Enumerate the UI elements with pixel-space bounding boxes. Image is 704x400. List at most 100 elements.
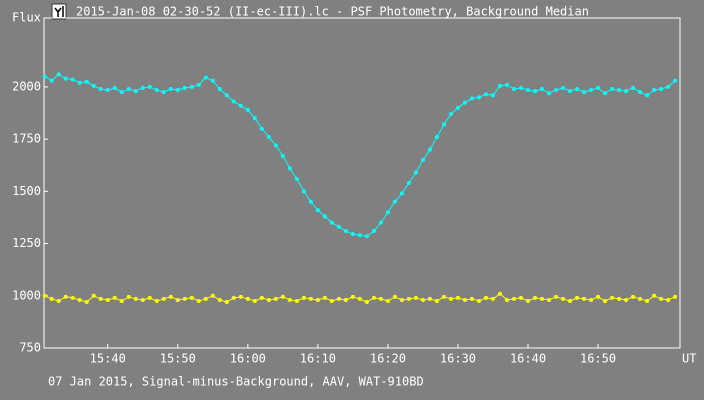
data-point [582, 296, 587, 301]
y-axis-label: Flux [12, 11, 41, 25]
data-point [455, 105, 460, 110]
data-point [406, 181, 411, 185]
data-point [210, 78, 215, 83]
data-point [526, 88, 531, 93]
data-point [511, 296, 516, 301]
data-point [631, 85, 636, 90]
data-point [343, 297, 348, 302]
data-point [112, 295, 117, 300]
data-point [504, 297, 509, 302]
data-point [154, 299, 159, 304]
data-point [98, 87, 103, 92]
footer-text: 07 Jan 2015, Signal-minus-Background, AA… [48, 375, 424, 389]
data-point [589, 88, 594, 93]
data-point [49, 78, 54, 83]
data-point [203, 75, 208, 80]
data-point [652, 293, 657, 298]
data-point [575, 87, 580, 92]
data-point [315, 208, 320, 213]
data-point [77, 80, 82, 85]
data-point [189, 295, 194, 300]
data-point [519, 85, 523, 90]
data-point [42, 74, 47, 79]
data-point [70, 295, 75, 300]
data-point [483, 92, 488, 97]
data-point [196, 299, 201, 304]
data-point [259, 295, 264, 300]
data-point [196, 82, 201, 87]
data-point [427, 296, 432, 301]
data-point [217, 297, 222, 302]
data-point [357, 296, 362, 301]
data-point [294, 176, 299, 181]
data-point [540, 296, 545, 301]
data-point [224, 300, 229, 305]
data-point [483, 295, 488, 300]
data-point [638, 90, 643, 95]
y-tick-label: 1500 [12, 184, 41, 198]
data-point [322, 214, 327, 219]
data-point [617, 296, 622, 301]
data-point [575, 295, 580, 300]
data-point [238, 294, 243, 299]
data-point [91, 293, 96, 298]
chart-title: 2015-Jan-08 02-30-52 (II-ec-III).lc - PS… [76, 5, 589, 19]
data-point [519, 295, 523, 300]
data-point [631, 294, 636, 299]
data-point [392, 199, 397, 204]
data-point [140, 85, 145, 90]
data-point [231, 99, 236, 104]
data-point [42, 293, 47, 298]
data-point [63, 76, 68, 81]
data-point [399, 297, 404, 302]
data-point [119, 90, 124, 95]
data-point [168, 87, 173, 92]
data-point [610, 295, 615, 300]
data-point [224, 93, 229, 98]
data-point [378, 220, 383, 225]
data-point [329, 299, 334, 304]
data-point [210, 293, 215, 298]
data-point [561, 296, 566, 301]
data-point [175, 88, 180, 93]
data-point [133, 89, 138, 94]
data-point [554, 88, 559, 93]
data-point [441, 294, 446, 299]
data-point [266, 297, 271, 302]
data-point [511, 87, 516, 92]
data-point [217, 87, 222, 92]
data-point [280, 294, 285, 299]
data-point [343, 229, 348, 234]
data-point [126, 87, 131, 92]
y-tick-label: 2000 [12, 79, 41, 93]
data-point [420, 297, 425, 302]
x-tick-label: 16:50 [580, 352, 616, 366]
data-point [112, 85, 117, 90]
data-point [203, 296, 208, 301]
data-point [547, 297, 552, 302]
data-point [357, 233, 362, 238]
data-point [540, 87, 545, 92]
data-point [273, 143, 278, 148]
data-point [49, 296, 54, 301]
plot-frame [43, 17, 681, 349]
data-point [603, 91, 608, 96]
data-point [371, 295, 376, 300]
data-point [84, 300, 89, 305]
data-point [147, 84, 152, 89]
data-point [329, 220, 334, 225]
data-point [266, 135, 271, 140]
x-tick-label: 15:50 [160, 352, 196, 366]
data-point [554, 294, 559, 299]
data-point [561, 85, 566, 90]
data-point [287, 297, 292, 302]
data-point [322, 295, 327, 300]
data-point [547, 91, 552, 96]
data-point [182, 85, 187, 90]
data-point [652, 88, 657, 93]
data-point [189, 84, 194, 89]
data-point [659, 296, 664, 301]
